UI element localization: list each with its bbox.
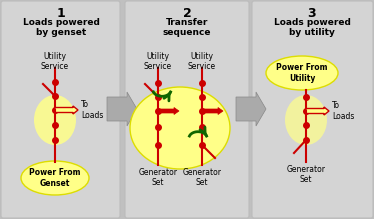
FancyArrow shape — [158, 108, 179, 115]
Text: 3: 3 — [308, 7, 316, 20]
Ellipse shape — [34, 95, 76, 145]
Text: Power From
Genset: Power From Genset — [29, 168, 81, 188]
Text: Generator
Set: Generator Set — [183, 168, 221, 187]
FancyArrow shape — [306, 107, 329, 115]
FancyBboxPatch shape — [125, 1, 249, 218]
Text: Transfer
sequence: Transfer sequence — [163, 18, 211, 37]
Text: Utility
Service: Utility Service — [188, 52, 216, 71]
Ellipse shape — [285, 95, 327, 145]
FancyArrow shape — [236, 92, 266, 126]
Text: 2: 2 — [183, 7, 191, 20]
Ellipse shape — [21, 161, 89, 195]
FancyArrow shape — [202, 108, 223, 115]
Text: Loads powered
by utility: Loads powered by utility — [273, 18, 350, 37]
Text: Generator
Set: Generator Set — [138, 168, 178, 187]
Text: To
Loads: To Loads — [81, 100, 103, 120]
Text: 1: 1 — [56, 7, 65, 20]
Text: To
Loads: To Loads — [332, 101, 355, 121]
Ellipse shape — [130, 87, 230, 169]
Text: Power From
Utility: Power From Utility — [276, 63, 328, 83]
FancyBboxPatch shape — [1, 1, 120, 218]
Ellipse shape — [266, 56, 338, 90]
Text: Loads powered
by genset: Loads powered by genset — [22, 18, 99, 37]
FancyArrow shape — [55, 106, 78, 114]
Text: Generator
Set: Generator Set — [286, 165, 325, 184]
Text: Utility
Service: Utility Service — [144, 52, 172, 71]
FancyBboxPatch shape — [252, 1, 373, 218]
Text: Utility
Service: Utility Service — [41, 52, 69, 71]
FancyArrow shape — [107, 92, 137, 126]
